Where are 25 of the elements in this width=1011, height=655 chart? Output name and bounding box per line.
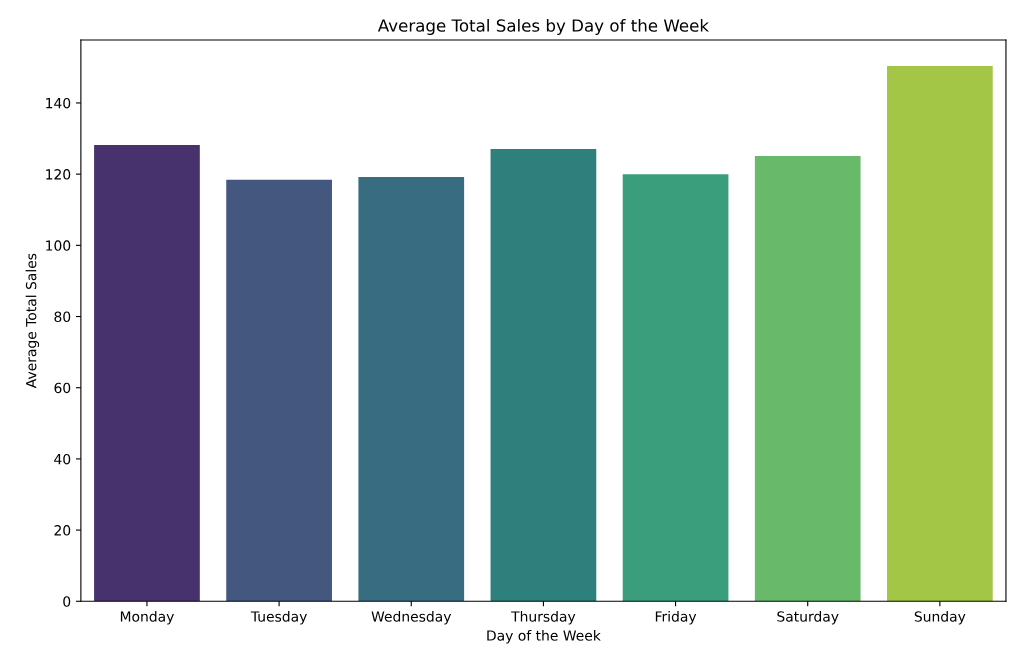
- x-tick-label: Tuesday: [250, 611, 307, 625]
- y-tick-label: 20: [54, 525, 71, 536]
- bar: [358, 177, 465, 602]
- y-tick-label: 0: [63, 596, 71, 607]
- x-tick-label: Thursday: [511, 611, 576, 625]
- x-tick-label: Saturday: [777, 611, 839, 625]
- y-tick-label: 100: [46, 240, 71, 251]
- bar: [622, 174, 729, 602]
- x-axis-title: Day of the Week: [487, 630, 601, 644]
- chart-title: Average Total Sales by Day of the Week: [377, 18, 709, 36]
- x-tick-label: Sunday: [914, 611, 966, 625]
- bar: [490, 148, 597, 602]
- y-axis-title: Average Total Sales: [25, 253, 40, 389]
- x-tick-label: Wednesday: [371, 611, 452, 625]
- bar: [754, 156, 861, 602]
- y-tick-label: 80: [54, 311, 71, 322]
- bar: [887, 65, 993, 602]
- bar: [94, 144, 200, 602]
- x-tick-label: Friday: [655, 611, 697, 625]
- y-tick-label: 60: [54, 382, 71, 394]
- y-tick-label: 140: [46, 97, 71, 109]
- bar: [226, 179, 332, 602]
- x-tick-label: Monday: [120, 611, 174, 625]
- y-tick-label: 120: [46, 169, 71, 180]
- y-tick-label: 40: [54, 453, 71, 465]
